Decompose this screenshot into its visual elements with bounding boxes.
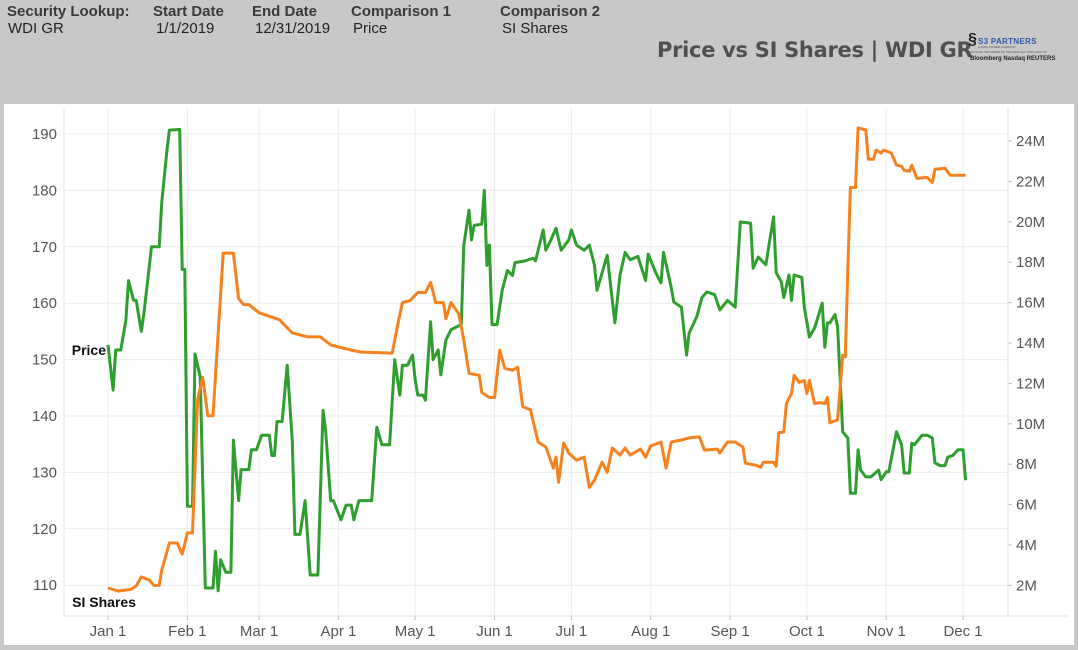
y-right-tick-label: 12M bbox=[1016, 375, 1045, 392]
chart-panel: 110 120 130 140 150 160 170 180 190 Jan 1 Feb 1 Mar… bbox=[4, 104, 1074, 645]
x-tick-label: May 1 bbox=[395, 623, 436, 640]
filter-value: SI Shares bbox=[502, 20, 568, 37]
logo-mark: § bbox=[968, 31, 977, 48]
filter-label: End Date bbox=[252, 3, 318, 20]
y-right-tick-label: 8M bbox=[1016, 456, 1037, 473]
x-tick-label: Mar 1 bbox=[240, 623, 278, 640]
x-tick-label: Oct 1 bbox=[789, 623, 825, 640]
logo-subtitle: OFFICIAL PROVIDER OF TECHNOLOGY AND DATA… bbox=[970, 50, 1047, 54]
x-tick-label: Feb 1 bbox=[168, 623, 206, 640]
filter-value: Price bbox=[353, 20, 388, 37]
filter-end-date[interactable]: End Date 12/31/2019 bbox=[252, 3, 330, 37]
y-right-tick-label: 14M bbox=[1016, 335, 1045, 352]
logo-name: S3 PARTNERS bbox=[978, 37, 1037, 46]
dual-axis-line-chart: 110 120 130 140 150 160 170 180 190 Jan 1 Feb 1 Mar… bbox=[32, 108, 1068, 640]
y-left-tick-label: 120 bbox=[32, 521, 57, 538]
y-left-tick-label: 180 bbox=[32, 182, 57, 199]
y-right-tick-label: 4M bbox=[1016, 537, 1037, 554]
y-right-tick-label: 16M bbox=[1016, 295, 1045, 312]
x-tick-label: Nov 1 bbox=[867, 623, 906, 640]
x-tick-label: Jan 1 bbox=[90, 623, 127, 640]
x-tick-label: Aug 1 bbox=[631, 623, 670, 640]
y-right-tick-label: 20M bbox=[1016, 214, 1045, 231]
logo-tagline: A DATA POWER COMPANY bbox=[978, 45, 1017, 49]
filter-security[interactable]: Security Lookup: WDI GR bbox=[7, 3, 130, 37]
x-tick-label: Jul 1 bbox=[556, 623, 588, 640]
filter-comparison-1[interactable]: Comparison 1 Price bbox=[351, 3, 451, 37]
y-left-tick-label: 110 bbox=[33, 577, 57, 594]
s3-partners-logo: § S3 PARTNERS A DATA POWER COMPANY OFFIC… bbox=[968, 31, 1074, 69]
y-right-tick-label: 24M bbox=[1016, 133, 1045, 150]
filter-value: 12/31/2019 bbox=[255, 20, 331, 37]
y-left-tick-label: 130 bbox=[32, 464, 57, 481]
chart-title: Price vs SI Shares | WDI GR bbox=[657, 38, 973, 62]
x-tick-label: Sep 1 bbox=[710, 623, 749, 640]
y-right-tick-label: 10M bbox=[1016, 416, 1045, 433]
x-tick-label: Apr 1 bbox=[320, 623, 356, 640]
x-tick-label: Jun 1 bbox=[476, 623, 513, 640]
filter-label: Start Date bbox=[153, 3, 224, 20]
price-series-line bbox=[106, 128, 968, 593]
x-tick-label: Dec 1 bbox=[943, 623, 982, 640]
y-right-tick-label: 18M bbox=[1016, 254, 1045, 271]
filter-label: Comparison 2 bbox=[500, 3, 601, 20]
filter-value: 1/1/2019 bbox=[156, 20, 215, 37]
filter-value: WDI GR bbox=[8, 20, 64, 37]
filter-start-date[interactable]: Start Date 1/1/2019 bbox=[153, 3, 224, 37]
y-left-tick-label: 160 bbox=[32, 295, 57, 312]
filter-comparison-2[interactable]: Comparison 2 SI Shares bbox=[500, 3, 600, 37]
y-left-tick-label: 150 bbox=[32, 352, 57, 369]
y-right-tick-label: 2M bbox=[1016, 577, 1037, 594]
si-shares-series-label: SI Shares bbox=[72, 594, 136, 610]
y-right-tick-label: 6M bbox=[1016, 497, 1037, 514]
y-left-tick-label: 190 bbox=[32, 126, 57, 143]
y-left-tick-label: 140 bbox=[32, 408, 57, 425]
filter-label: Comparison 1 bbox=[351, 3, 452, 20]
si-shares-series-line bbox=[107, 126, 966, 593]
price-series-label: Price bbox=[72, 342, 106, 358]
y-left-tick-label: 170 bbox=[32, 239, 57, 256]
logo-partners: Bloomberg Nasdaq REUTERS bbox=[970, 56, 1056, 62]
filter-label: Security Lookup: bbox=[7, 3, 130, 20]
y-right-tick-label: 22M bbox=[1016, 173, 1045, 190]
